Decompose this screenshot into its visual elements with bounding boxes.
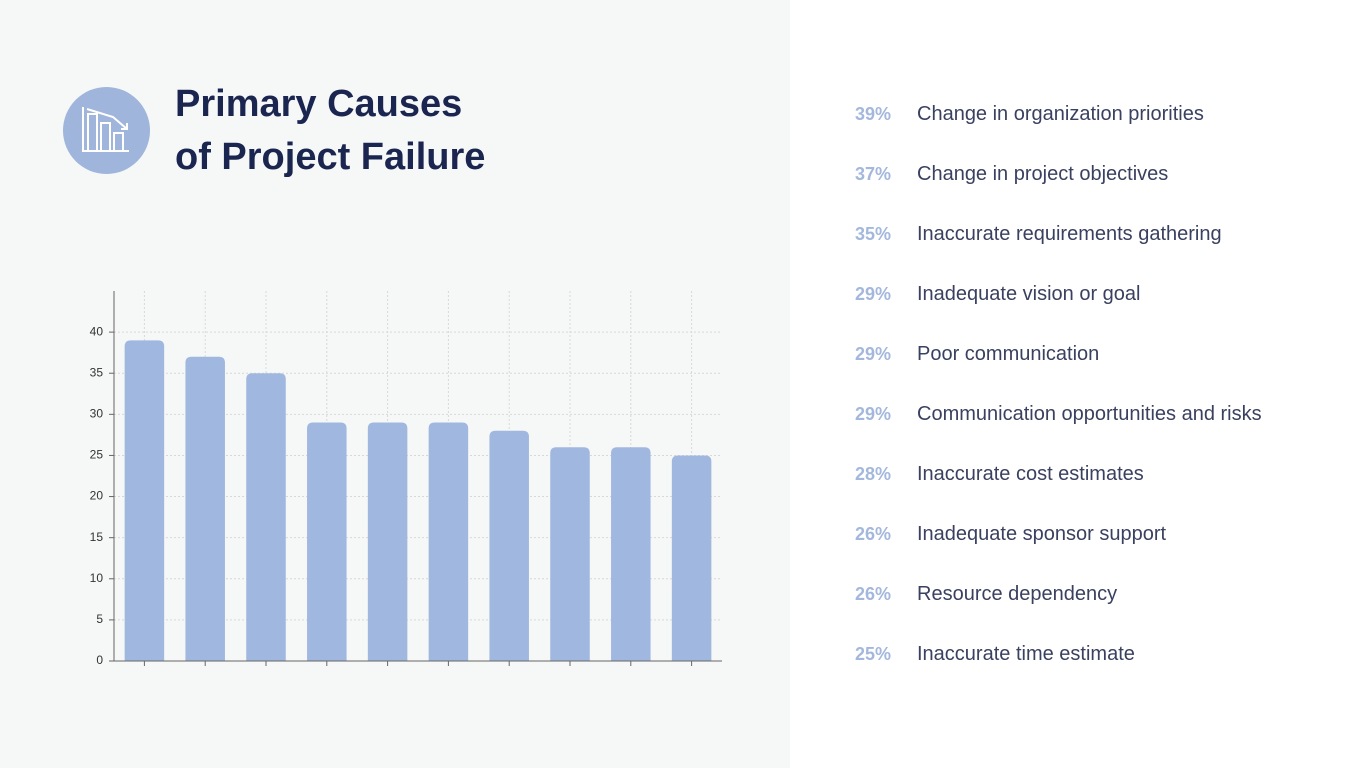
y-tick-label: 25 — [90, 448, 104, 462]
category-label: Inadequate sponsor support — [917, 523, 1167, 545]
category-label: Poor communication — [917, 343, 1100, 365]
bar — [611, 447, 651, 661]
list-item: 37% Change in project objectives — [840, 156, 1340, 216]
category-label: Change in organization priorities — [917, 103, 1204, 125]
category-label: Change in project objectives — [917, 163, 1169, 185]
chart: 0 5 10 15 20 25 30 35 40 — [90, 291, 722, 667]
y-tick-label: 30 — [90, 407, 104, 421]
list-item: 29% Poor communication — [840, 336, 1340, 396]
y-tick-label: 5 — [96, 612, 103, 626]
list-item: 28% Inaccurate cost estimates — [840, 456, 1340, 516]
y-tick-label: 40 — [90, 324, 104, 338]
category-label: Communication opportunities and risks — [917, 403, 1262, 425]
category-label: Inaccurate time estimate — [917, 643, 1135, 665]
y-tick-label: 35 — [90, 365, 104, 379]
value-label: 29% — [854, 344, 892, 364]
value-label: 39% — [854, 104, 892, 124]
value-label: 29% — [854, 284, 892, 304]
list-item: 25% Inaccurate time estimate — [840, 636, 1340, 696]
category-label: Inadequate vision or goal — [917, 283, 1141, 305]
bar — [671, 455, 712, 661]
bar — [367, 422, 408, 661]
list-item: 26% Resource dependency — [840, 576, 1340, 636]
list-item: 35% Inaccurate requirements gathering — [840, 216, 1340, 276]
y-tick-label: 0 — [96, 653, 103, 667]
value-label: 35% — [854, 224, 892, 244]
bar — [307, 422, 347, 661]
category-label: Inaccurate requirements gathering — [917, 223, 1222, 245]
value-label: 29% — [854, 404, 892, 424]
bar — [550, 447, 590, 661]
list-item: 29% Communication opportunities and risks — [840, 396, 1340, 456]
category-label: Resource dependency — [917, 583, 1118, 605]
y-tick-label: 20 — [90, 489, 104, 503]
value-label: 25% — [854, 644, 892, 664]
bar — [428, 422, 469, 661]
cause-list: 39% Change in organization priorities 37% C… — [840, 96, 1340, 696]
bar — [489, 430, 529, 661]
chart-title: Primary Causes of Project Failure — [175, 83, 486, 178]
list-item: 39% Change in organization priorities — [840, 96, 1340, 156]
value-label: 28% — [854, 464, 892, 484]
value-label: 26% — [854, 524, 892, 544]
bar — [246, 373, 286, 661]
y-tick-label: 15 — [90, 530, 104, 544]
chart-icon — [63, 87, 150, 174]
value-label: 37% — [854, 164, 892, 184]
value-label: 26% — [854, 584, 892, 604]
list-item: 29% Inadequate vision or goal — [840, 276, 1340, 336]
bar — [124, 340, 165, 661]
bar — [185, 356, 225, 661]
category-label: Inaccurate cost estimates — [917, 463, 1144, 485]
list-item: 26% Inadequate sponsor support — [840, 516, 1340, 576]
y-tick-label: 10 — [90, 571, 104, 585]
